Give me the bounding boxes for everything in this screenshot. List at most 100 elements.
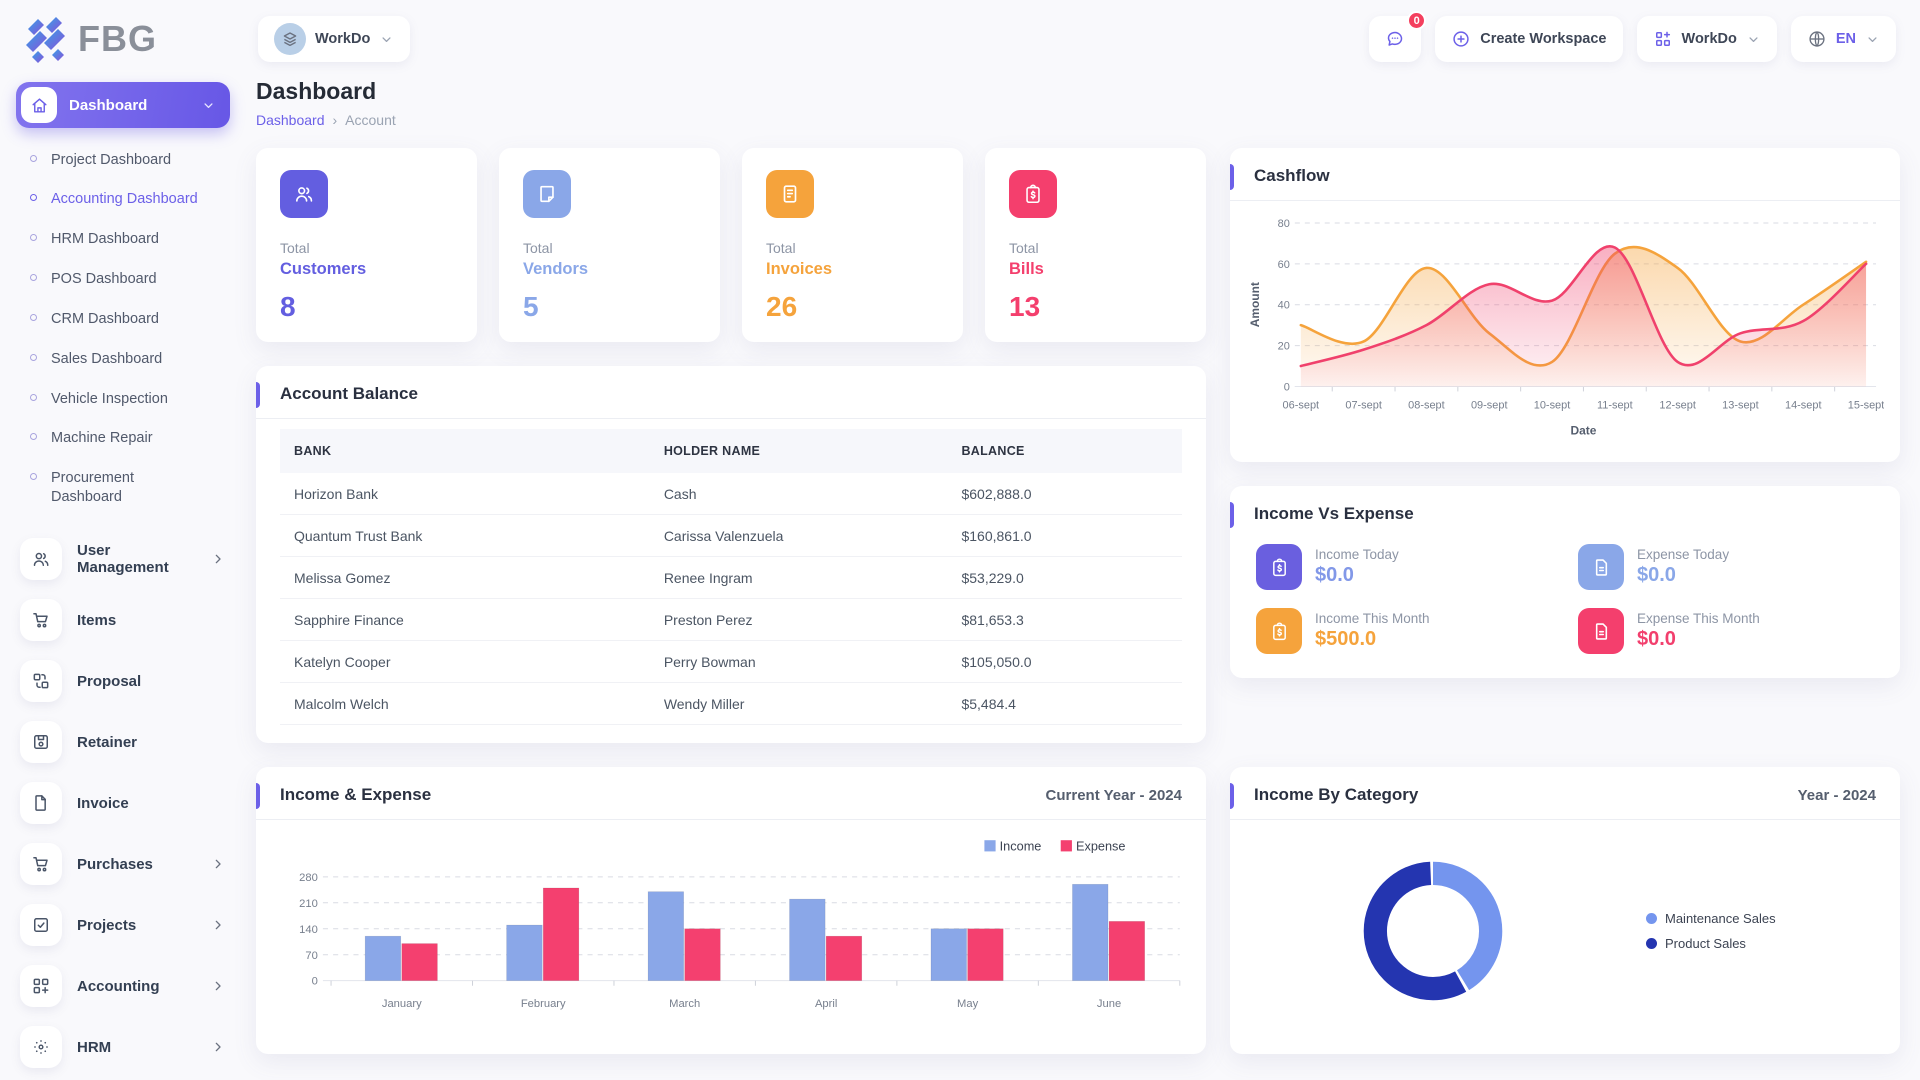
- sidebar-subitem-hrm-dashboard[interactable]: HRM Dashboard: [30, 220, 230, 260]
- balance-cell: $602,888.0: [947, 473, 1182, 515]
- sidebar-item-label: Items: [77, 611, 117, 629]
- home-icon-tile: [21, 87, 57, 123]
- sidebar: Dashboard Project Dashboard Accounting Da…: [0, 82, 244, 1080]
- sidebar-dashboard-label: Dashboard: [69, 96, 148, 114]
- create-workspace-button[interactable]: Create Workspace: [1435, 16, 1623, 62]
- chat-button[interactable]: 0: [1369, 11, 1427, 62]
- sidebar-item-label: Purchases: [77, 855, 153, 873]
- sidebar-item-user-management[interactable]: User Management: [16, 533, 230, 585]
- table-row: Horizon Bank Cash $602,888.0: [280, 473, 1182, 515]
- panel-accent-bar: [1230, 502, 1234, 529]
- brand-logo-icon: [26, 17, 65, 63]
- ive-label: Income Today: [1315, 547, 1399, 563]
- svg-text:March: March: [669, 998, 700, 1010]
- language-selector[interactable]: EN: [1790, 16, 1896, 62]
- table-row: Quantum Trust Bank Carissa Valenzuela $160…: [280, 514, 1182, 557]
- expense-doc-icon: [1591, 621, 1612, 642]
- legend-label: Maintenance Sales: [1665, 911, 1776, 926]
- main-content: Dashboard Dashboard › Account Total Custo…: [256, 78, 1900, 1054]
- chevron-down-icon: [379, 32, 394, 47]
- save-icon: [31, 732, 51, 752]
- sidebar-item-items[interactable]: Items: [16, 594, 230, 646]
- sidebar-item-purchases[interactable]: Purchases: [16, 838, 230, 890]
- column-header-bank: BANK: [294, 444, 332, 458]
- sidebar-item-dashboard[interactable]: Dashboard: [16, 82, 230, 128]
- chevron-right-icon: [210, 551, 226, 567]
- sidebar-item-label: Proposal: [77, 672, 142, 690]
- sidebar-item-proposal[interactable]: Proposal: [16, 655, 230, 707]
- svg-text:0: 0: [312, 976, 318, 988]
- ive-value: $0.0: [1637, 628, 1676, 651]
- sidebar-item-label: Projects: [77, 916, 137, 934]
- stat-card-prefix: Total: [523, 240, 553, 256]
- sidebar-subitem-procurement-dashboard[interactable]: Procurement Dashboard: [30, 459, 230, 518]
- bank-cell: Katelyn Cooper: [280, 640, 650, 683]
- sidebar-subitem-project-dashboard[interactable]: Project Dashboard: [30, 140, 230, 180]
- sidebar-item-projects[interactable]: Projects: [16, 899, 230, 951]
- workdo-menu-button[interactable]: WorkDo: [1636, 16, 1777, 62]
- workdo-menu-label: WorkDo: [1681, 31, 1737, 47]
- account-balance-table-wrap: BANK HOLDER NAME BALANCE Horizon Bank Cash $…: [256, 419, 1206, 743]
- workspace-label: WorkDo: [315, 31, 371, 47]
- sidebar-item-retainer[interactable]: Retainer: [16, 716, 230, 768]
- bank-cell: Quantum Trust Bank: [280, 514, 650, 557]
- legend-item-maintenance-sales: Maintenance Sales: [1646, 911, 1776, 926]
- chevron-down-icon: [1865, 32, 1880, 47]
- topbar: FBG WorkDo 0 Create Workspace WorkDo EN: [0, 0, 1920, 68]
- sidebar-subitem-label: HRM Dashboard: [51, 231, 159, 248]
- sidebar-item-accounting[interactable]: Accounting: [16, 960, 230, 1012]
- divider: [1230, 819, 1900, 820]
- income-by-category-subtitle: Year - 2024: [1797, 786, 1876, 804]
- sidebar-subitem-crm-dashboard[interactable]: CRM Dashboard: [30, 299, 230, 339]
- brand-logo[interactable]: FBG: [20, 13, 236, 65]
- ive-label: Income This Month: [1315, 611, 1430, 627]
- sidebar-subitem-sales-dashboard[interactable]: Sales Dashboard: [30, 339, 230, 379]
- ive-item-expense-this-month: Expense This Month $0.0: [1578, 608, 1874, 655]
- bullet-icon: [30, 154, 37, 162]
- panel-accent-bar: [1230, 783, 1234, 809]
- sidebar-item-invoice[interactable]: Invoice: [16, 777, 230, 829]
- legend-item-product-sales: Product Sales: [1646, 936, 1776, 951]
- sidebar-subitem-label: Procurement Dashboard: [51, 470, 135, 506]
- chevron-right-icon: [210, 917, 226, 933]
- users-icon-tile: [280, 170, 328, 218]
- sidebar-subitem-accounting-dashboard[interactable]: Accounting Dashboard: [30, 180, 230, 220]
- svg-text:13-sept: 13-sept: [1722, 399, 1759, 411]
- income-expense-title: Income & Expense: [280, 785, 432, 804]
- bullet-icon: [30, 274, 37, 282]
- svg-text:80: 80: [1278, 218, 1290, 230]
- sidebar-icon-tile: [20, 1026, 62, 1069]
- chevron-right-icon: [210, 856, 226, 872]
- sidebar-subitem-label: Sales Dashboard: [51, 350, 163, 367]
- holder-name-cell: Perry Bowman: [649, 640, 948, 683]
- dashboard-grid-bottom: Income & Expense Current Year - 2024 0 70…: [256, 767, 1900, 1054]
- svg-text:140: 140: [299, 924, 318, 936]
- holder-name-cell: Preston Perez: [649, 598, 948, 641]
- divider: [1230, 200, 1900, 201]
- sidebar-item-hrm[interactable]: HRM: [16, 1021, 230, 1073]
- ive-item-expense-today: Expense Today $0.0: [1578, 544, 1874, 591]
- balance-cell: $81,653.3: [947, 598, 1182, 641]
- income-by-category-chart: Maintenance Sales Product Sales: [1230, 820, 1900, 1054]
- sidebar-icon-tile: [20, 965, 62, 1008]
- income-expense-bar-chart: 0 70 140 210 280 January February March April May…: [299, 838, 1181, 1010]
- sidebar-icon-tile: [20, 599, 62, 642]
- income-expense-header: Income & Expense Current Year - 2024: [256, 767, 1206, 819]
- sidebar-subitem-pos-dashboard[interactable]: POS Dashboard: [30, 260, 230, 300]
- legend-label: Product Sales: [1665, 936, 1746, 951]
- svg-text:07-sept: 07-sept: [1345, 399, 1382, 411]
- column-header-holder-name: HOLDER NAME: [663, 444, 761, 458]
- sidebar-subitem-label: Project Dashboard: [51, 151, 172, 168]
- breadcrumb-dashboard[interactable]: Dashboard: [256, 112, 325, 128]
- svg-text:60: 60: [1278, 259, 1290, 271]
- stat-card-value: 5: [523, 291, 539, 322]
- bullet-icon: [30, 353, 37, 361]
- ive-label: Expense This Month: [1637, 611, 1760, 627]
- legend-dot: [1646, 938, 1657, 949]
- sidebar-subitem-machine-repair[interactable]: Machine Repair: [30, 419, 230, 459]
- breadcrumb-account: Account: [345, 112, 396, 128]
- table-row: Malcolm Welch Wendy Miller $5,484.4: [280, 682, 1182, 725]
- chevron-right-icon: [210, 1039, 226, 1055]
- workspace-switcher[interactable]: WorkDo: [258, 16, 411, 62]
- sidebar-subitem-vehicle-inspection[interactable]: Vehicle Inspection: [30, 379, 230, 419]
